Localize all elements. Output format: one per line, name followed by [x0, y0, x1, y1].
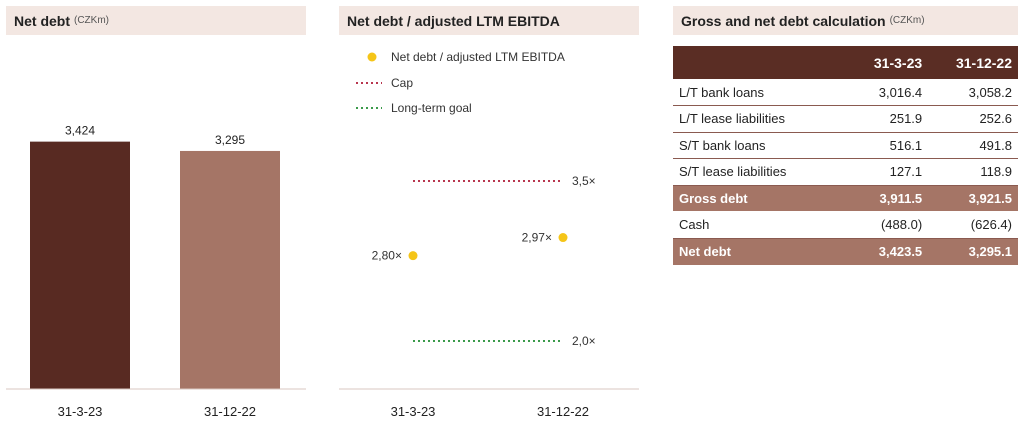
table-header-row: 31-3-23 31-12-22 — [673, 46, 1018, 79]
row-label: L/T lease liabilities — [673, 105, 848, 133]
ratio-title: Net debt / adjusted LTM EBITDA — [347, 12, 560, 29]
ratio-header: Net debt / adjusted LTM EBITDA — [339, 6, 639, 35]
ratio-ref-label: 2,0× — [572, 334, 596, 348]
ratio-ref-label: 3,5× — [572, 174, 596, 188]
row-label: S/T lease liabilities — [673, 158, 848, 186]
table-row: L/T bank loans 3,016.4 3,058.2 — [673, 79, 1018, 106]
cell-31-3-23: 3,423.5 — [848, 238, 929, 265]
net-debt-bar-31-12-22 — [180, 150, 280, 389]
ratio-point-31-3-23 — [408, 251, 418, 261]
cell-31-12-22: 3,058.2 — [928, 79, 1018, 106]
net-debt-unit: (CZKm) — [74, 15, 109, 26]
ratio-legend: Net debt / adjusted LTM EBITDA Cap Long-te… — [356, 50, 565, 115]
ratio-point-label: 2,80× — [372, 249, 402, 263]
table-row: Gross debt 3,911.5 3,921.5 — [673, 185, 1018, 212]
row-label: Net debt — [673, 238, 848, 265]
table-row: Cash (488.0) (626.4) — [673, 211, 1018, 239]
table-row: L/T lease liabilities 251.9 252.6 — [673, 105, 1018, 133]
net-debt-title: Net debt — [14, 12, 70, 29]
debt-calc-header: Gross and net debt calculation (CZKm) — [673, 6, 1018, 35]
cell-31-12-22: 118.9 — [928, 158, 1018, 186]
ratio-panel: Net debt / adjusted LTM EBITDA Net debt … — [339, 6, 639, 424]
cell-31-3-23: 127.1 — [848, 158, 929, 186]
net-debt-data-label: 3,424 — [65, 124, 95, 138]
ratio-x-tick-label: 31-12-22 — [537, 404, 589, 419]
legend-label-ratio: Net debt / adjusted LTM EBITDA — [391, 50, 565, 64]
ratio-point-label: 2,97× — [522, 231, 552, 245]
table-row: S/T bank loans 516.1 491.8 — [673, 132, 1018, 159]
ratio-point-31-12-22 — [558, 233, 568, 243]
debt-calc-title: Gross and net debt calculation — [681, 12, 886, 29]
legend-marker-ratio — [367, 52, 377, 62]
cell-31-12-22: 491.8 — [928, 132, 1018, 159]
debt-calc-unit: (CZKm) — [889, 15, 925, 26]
net-debt-x-tick-label: 31-3-23 — [58, 404, 103, 419]
table-row: S/T lease liabilities 127.1 118.9 — [673, 158, 1018, 186]
cell-31-12-22: 3,295.1 — [928, 238, 1018, 265]
column-header-31-3-23: 31-3-23 — [848, 46, 929, 79]
net-debt-bar-31-3-23 — [30, 141, 130, 389]
row-label: Gross debt — [673, 185, 848, 212]
legend-label-cap: Cap — [391, 76, 413, 90]
table-row: Net debt 3,423.5 3,295.1 — [673, 238, 1018, 265]
cell-31-3-23: 251.9 — [848, 105, 929, 133]
net-debt-bar-chart: 3,424 31-3-23 3,295 31-12-22 — [6, 124, 306, 419]
cell-31-12-22: 3,921.5 — [928, 185, 1018, 212]
net-debt-panel: Net debt (CZKm) 3,424 31-3-23 3,295 31-12-2… — [6, 6, 306, 424]
cell-31-3-23: 516.1 — [848, 132, 929, 159]
debt-calc-table: 31-3-23 31-12-22 L/T bank loans 3,016.4 3,… — [673, 46, 1018, 265]
column-header-31-12-22: 31-12-22 — [928, 46, 1018, 79]
ratio-x-tick-label: 31-3-23 — [391, 404, 436, 419]
debt-calc-panel: Gross and net debt calculation (CZKm) 31… — [673, 6, 1018, 424]
column-header-label — [673, 46, 848, 79]
cell-31-3-23: 3,911.5 — [848, 185, 929, 212]
cell-31-12-22: (626.4) — [928, 211, 1018, 239]
net-debt-header: Net debt (CZKm) — [6, 6, 306, 35]
net-debt-x-tick-label: 31-12-22 — [204, 404, 256, 419]
cell-31-12-22: 252.6 — [928, 105, 1018, 133]
row-label: S/T bank loans — [673, 132, 848, 159]
cell-31-3-23: (488.0) — [848, 211, 929, 239]
row-label: Cash — [673, 211, 848, 239]
cell-31-3-23: 3,016.4 — [848, 79, 929, 106]
legend-label-long-term-goal: Long-term goal — [391, 101, 472, 115]
ratio-chart: Net debt / adjusted LTM EBITDA Cap Long-te… — [339, 50, 639, 419]
net-debt-data-label: 3,295 — [215, 133, 245, 147]
row-label: L/T bank loans — [673, 79, 848, 106]
